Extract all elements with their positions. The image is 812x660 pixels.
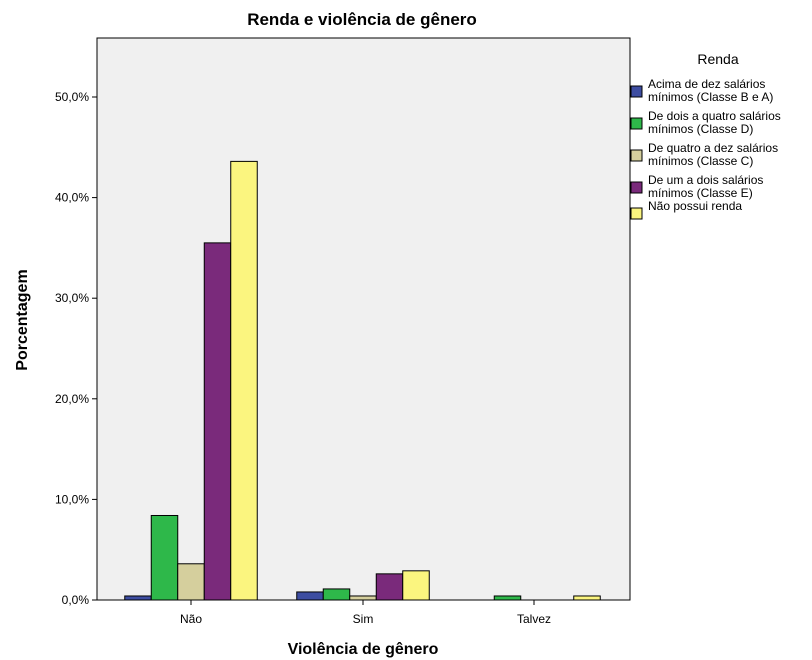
legend-label: De um a dois salários <box>648 173 763 187</box>
x-tick-label: Não <box>180 612 202 626</box>
bar <box>322 588 351 601</box>
bar <box>177 563 205 601</box>
legend-swatch <box>630 117 643 130</box>
y-tick-label: 10,0% <box>55 492 89 506</box>
legend-label: De dois a quatro salários <box>648 109 781 123</box>
legend-label: mínimos (Classe B e A) <box>648 90 773 104</box>
chart-title: Renda e violência de gênero <box>247 10 477 29</box>
bar <box>493 595 522 601</box>
legend-swatch <box>630 181 643 194</box>
bar <box>375 573 404 601</box>
bar <box>230 160 258 601</box>
bars <box>124 160 601 601</box>
legend-title: Renda <box>697 51 738 67</box>
y-axis: 0,0% 10,0% 20,0% 30,0% 40,0% 50,0% <box>55 90 97 607</box>
legend-label: mínimos (Classe C) <box>648 154 753 168</box>
y-axis-label: Porcentagem <box>14 269 31 370</box>
legend-label: Acima de dez salários <box>648 77 765 91</box>
bar <box>124 595 152 601</box>
legend-label: De quatro a dez salários <box>648 141 778 155</box>
bar <box>402 570 430 601</box>
y-tick-label: 0,0% <box>62 593 90 607</box>
y-tick-label: 40,0% <box>55 191 89 205</box>
x-axis-label: Violência de gênero <box>288 641 439 658</box>
plot-area <box>96 37 631 601</box>
bar <box>150 514 179 601</box>
y-tick-label: 30,0% <box>55 291 89 305</box>
x-axis: Não Sim Talvez <box>180 600 551 626</box>
x-tick-label: Talvez <box>517 612 551 626</box>
legend-swatch <box>630 85 643 98</box>
bar <box>349 595 377 601</box>
x-tick-label: Sim <box>353 612 374 626</box>
bar <box>203 242 232 601</box>
bar <box>296 591 324 601</box>
y-tick-label: 20,0% <box>55 392 89 406</box>
legend-label: mínimos (Classe D) <box>648 122 753 136</box>
legend-swatch <box>630 207 643 220</box>
y-tick-label: 50,0% <box>55 90 89 104</box>
bar <box>573 595 601 601</box>
legend-label: mínimos (Classe E) <box>648 186 753 200</box>
legend-label: Não possui renda <box>648 199 742 213</box>
legend-swatch <box>630 149 643 162</box>
